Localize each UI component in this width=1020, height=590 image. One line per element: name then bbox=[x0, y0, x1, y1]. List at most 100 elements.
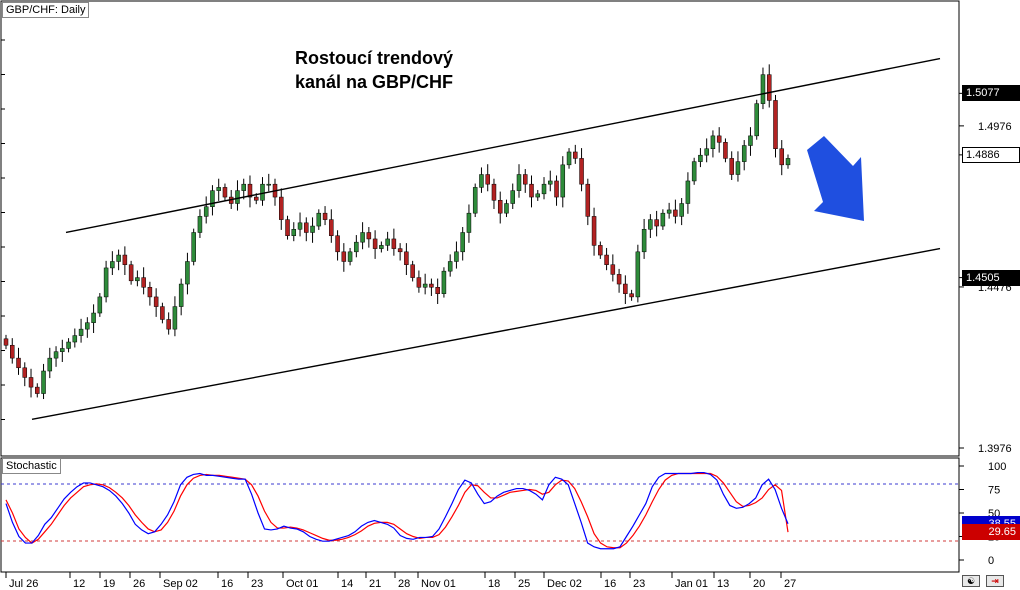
candle-body bbox=[566, 151, 572, 166]
time-tick-label: 13 bbox=[717, 578, 729, 590]
candle-body bbox=[128, 264, 134, 282]
candle-body bbox=[185, 261, 190, 285]
candle-body bbox=[110, 261, 115, 269]
candle-body bbox=[41, 370, 46, 394]
stochastic-panel bbox=[0, 457, 960, 573]
candle-body bbox=[16, 357, 21, 369]
candle-body bbox=[410, 264, 415, 278]
close-icon[interactable]: ⇥ bbox=[986, 575, 1004, 587]
candle-body bbox=[253, 196, 259, 201]
candle-body bbox=[47, 357, 53, 372]
candle-body bbox=[203, 206, 209, 217]
candle-body bbox=[297, 222, 303, 230]
candle-body bbox=[704, 148, 709, 156]
candle-body bbox=[60, 348, 65, 352]
candle-body bbox=[735, 161, 741, 175]
candle-body bbox=[635, 251, 641, 298]
time-tick-label: Dec 02 bbox=[547, 578, 582, 590]
chart-title-line2: kanál na GBP/CHF bbox=[295, 72, 453, 92]
stochastic-d-line bbox=[5, 472, 789, 549]
candle-body bbox=[766, 74, 772, 101]
candle-body bbox=[316, 212, 322, 227]
time-tick-label: Oct 01 bbox=[286, 578, 318, 590]
candle-body bbox=[329, 219, 334, 236]
candle-body bbox=[379, 245, 384, 249]
candle-body bbox=[235, 190, 240, 204]
scroll-icon[interactable]: ☯ bbox=[962, 575, 980, 587]
candle-body bbox=[341, 251, 347, 262]
stochastic-axis: 1007550250 bbox=[959, 461, 1006, 567]
candle-body bbox=[91, 312, 96, 323]
candle-body bbox=[623, 283, 628, 294]
time-tick-label: 12 bbox=[73, 578, 85, 590]
candle-body bbox=[372, 238, 378, 249]
price-tick-label: 1.4976 bbox=[978, 121, 1012, 133]
candle-body bbox=[673, 209, 678, 217]
time-tick-label: 23 bbox=[251, 578, 263, 590]
candle-body bbox=[491, 183, 497, 201]
candles-layer bbox=[3, 64, 791, 400]
stochastic-panel-frame bbox=[0, 457, 960, 573]
candle-body bbox=[516, 174, 522, 191]
candle-body bbox=[741, 145, 747, 162]
candle-body bbox=[529, 183, 534, 198]
candle-body bbox=[535, 193, 541, 198]
candle-body bbox=[616, 274, 622, 285]
candle-body bbox=[548, 180, 553, 185]
candle-body bbox=[648, 219, 653, 230]
candle-body bbox=[385, 238, 390, 246]
candle-body bbox=[360, 232, 365, 243]
price-panel-frame bbox=[0, 0, 960, 457]
candle-body bbox=[135, 277, 140, 282]
time-tick-label: Jul 26 bbox=[9, 578, 38, 590]
candle-body bbox=[335, 235, 340, 253]
time-axis: Jul 26 12 19 26 Sep 02 16 23 Oct 01 14 21 28 Nov 01… bbox=[5, 572, 796, 590]
candle-body bbox=[322, 212, 328, 220]
candle-body bbox=[510, 190, 515, 204]
candle-body bbox=[435, 287, 440, 294]
candle-body bbox=[347, 251, 353, 262]
candle-body bbox=[685, 180, 691, 204]
candle-body bbox=[754, 103, 759, 137]
candle-body bbox=[504, 203, 509, 214]
candle-body bbox=[641, 229, 647, 253]
chart-title-line1: Rostoucí trendový bbox=[295, 48, 453, 68]
candle-body bbox=[654, 219, 659, 227]
time-tick-label: 27 bbox=[784, 578, 796, 590]
candle-body bbox=[10, 344, 15, 359]
price-tag: 1.4505 bbox=[962, 269, 1020, 286]
candle-body bbox=[304, 222, 309, 233]
stoch-tick-label: 0 bbox=[988, 555, 994, 567]
time-tick-label: 16 bbox=[221, 578, 233, 590]
candle-body bbox=[241, 183, 246, 191]
candle-body bbox=[366, 232, 372, 240]
candle-body bbox=[441, 270, 447, 294]
candle-body bbox=[422, 283, 428, 288]
candle-body bbox=[454, 251, 459, 262]
candle-body bbox=[404, 251, 409, 265]
candle-body bbox=[416, 277, 422, 288]
candle-body bbox=[191, 232, 196, 262]
candle-body bbox=[472, 187, 478, 214]
candle-body bbox=[279, 196, 284, 220]
stoch-value-tag: 29.65 bbox=[962, 524, 1020, 541]
candle-body bbox=[729, 158, 734, 175]
candle-body bbox=[698, 154, 703, 162]
candle-body bbox=[66, 341, 71, 349]
candle-body bbox=[103, 267, 109, 298]
stoch-tick-label: 100 bbox=[988, 461, 1006, 473]
candle-body bbox=[748, 135, 753, 146]
candle-body bbox=[122, 254, 128, 265]
candle-body bbox=[153, 296, 159, 307]
candle-body bbox=[260, 183, 265, 201]
candle-body bbox=[247, 183, 253, 198]
candle-body bbox=[691, 161, 697, 182]
stochastic-k-line bbox=[5, 471, 789, 550]
candle-body bbox=[116, 254, 121, 262]
time-tick-label: 26 bbox=[133, 578, 145, 590]
candle-body bbox=[485, 174, 490, 185]
candle-body bbox=[479, 174, 484, 188]
candle-body bbox=[391, 238, 397, 249]
candle-body bbox=[554, 180, 559, 198]
